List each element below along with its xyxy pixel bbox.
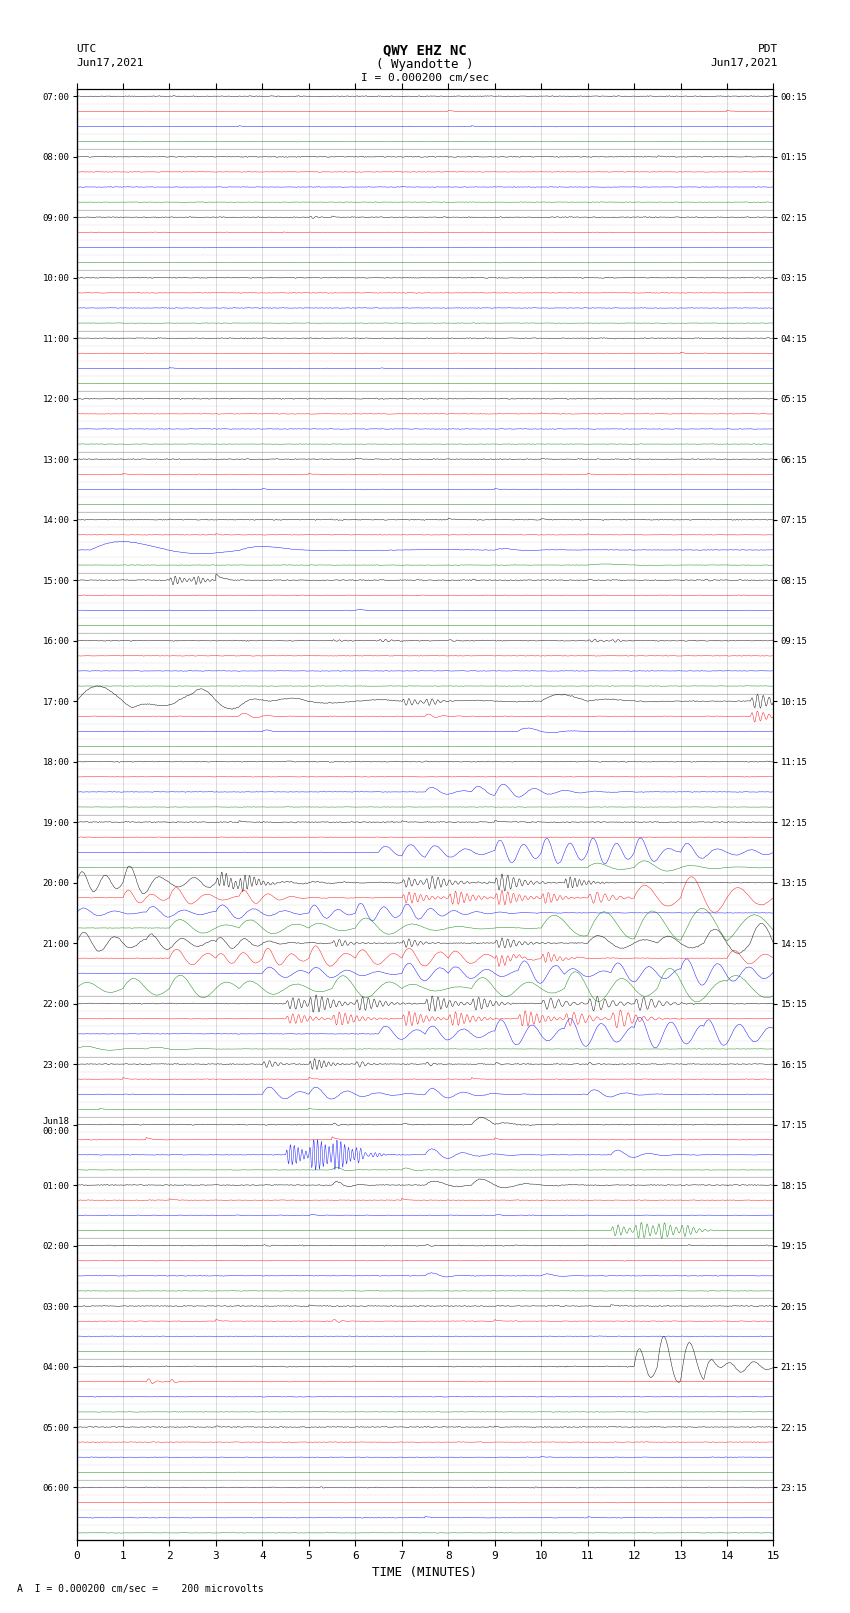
Text: PDT: PDT [757,44,778,53]
X-axis label: TIME (MINUTES): TIME (MINUTES) [372,1566,478,1579]
Text: ( Wyandotte ): ( Wyandotte ) [377,58,473,71]
Text: UTC: UTC [76,44,97,53]
Text: Jun17,2021: Jun17,2021 [711,58,778,68]
Text: A  I = 0.000200 cm/sec =    200 microvolts: A I = 0.000200 cm/sec = 200 microvolts [17,1584,264,1594]
Text: Jun17,2021: Jun17,2021 [76,58,144,68]
Text: QWY EHZ NC: QWY EHZ NC [383,44,467,58]
Text: I = 0.000200 cm/sec: I = 0.000200 cm/sec [361,73,489,82]
